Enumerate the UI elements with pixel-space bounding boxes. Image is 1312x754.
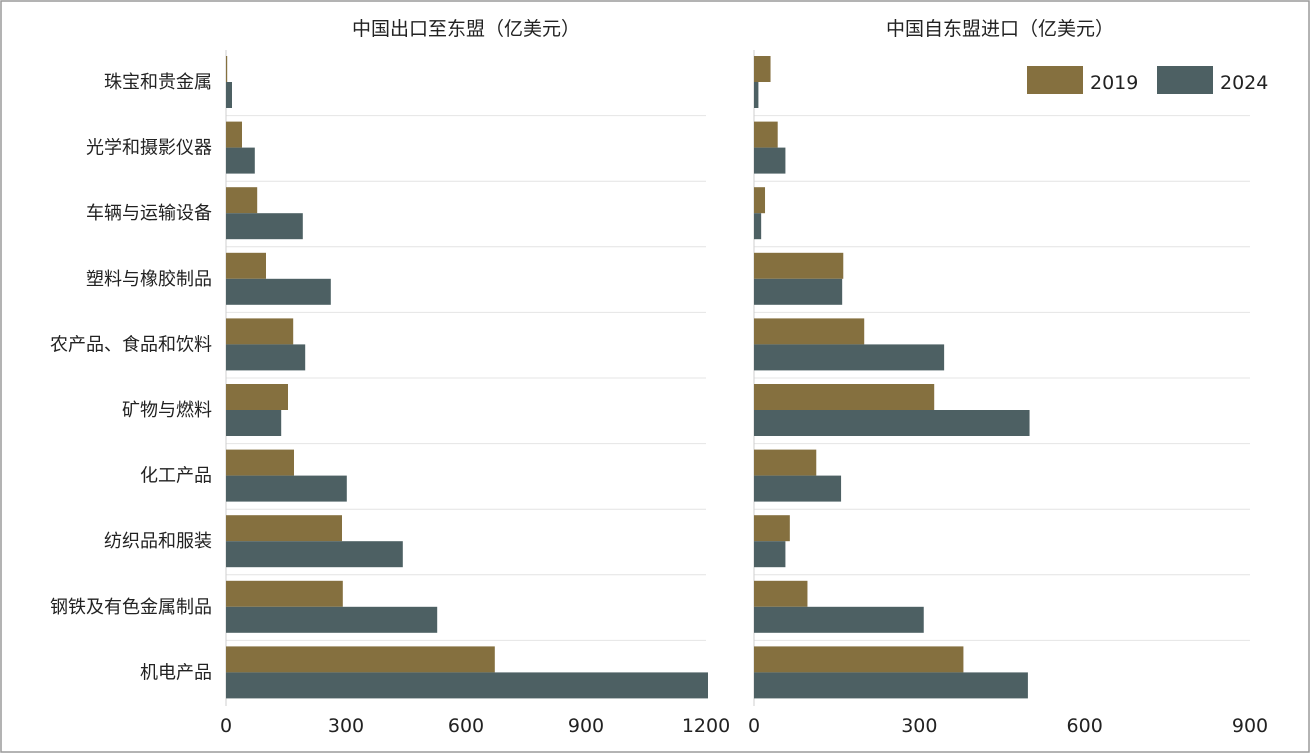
right-bar-2019: [754, 646, 964, 673]
category-label: 机电产品: [140, 662, 212, 683]
left-bar-2019: [226, 121, 242, 148]
left-bar-2024: [226, 541, 403, 568]
right-bar-2024: [754, 410, 1030, 436]
left-bar-2024: [226, 147, 255, 174]
category-label: 矿物与燃料: [122, 400, 212, 421]
right-bar-2019: [754, 318, 865, 345]
left-bar-2019: [226, 580, 343, 607]
left-bar-2019: [226, 187, 258, 214]
category-label: 农产品、食品和饮料: [50, 334, 212, 355]
right-bar-2024: [754, 147, 786, 174]
left-bar-2019: [226, 252, 266, 279]
category-label: 珠宝和贵金属: [104, 72, 212, 93]
right-chart-panel: 0 300 600 900: [748, 50, 1268, 737]
left-bar-2019: [226, 318, 294, 345]
left-bar-2024: [226, 606, 438, 633]
left-x-tick-label: 600: [448, 715, 484, 737]
left-x-tick-label: 1200: [682, 715, 730, 737]
left-bar-2019: [226, 56, 228, 82]
right-bar-2019: [754, 449, 817, 476]
left-bar-2019: [226, 646, 495, 673]
left-bar-2024: [226, 278, 331, 305]
right-bar-2024: [754, 672, 1028, 699]
right-x-tick-label: 300: [901, 715, 937, 737]
right-bar-2019: [754, 187, 766, 214]
right-bar-2024: [754, 82, 759, 108]
left-chart-panel: 珠宝和贵金属光学和摄影仪器车辆与运输设备塑料与橡胶制品农产品、食品和饮料矿物与燃…: [50, 50, 730, 737]
category-label: 钢铁及有色金属制品: [50, 597, 212, 618]
right-bar-2024: [754, 344, 945, 371]
legend-swatch-2019: [1027, 66, 1083, 94]
left-x-tick-label: 300: [328, 715, 364, 737]
category-label: 化工产品: [140, 466, 212, 487]
right-bar-2024: [754, 213, 762, 240]
right-x-tick-label: 600: [1067, 715, 1103, 737]
right-bar-2024: [754, 278, 843, 305]
legend-label-2019: 2019: [1090, 72, 1138, 94]
left-chart-title: 中国出口至东盟（亿美元）: [352, 18, 580, 40]
left-bar-2019: [226, 515, 342, 542]
right-bar-2019: [754, 384, 935, 410]
left-bar-2024: [226, 213, 303, 240]
right-bar-2024: [754, 606, 924, 633]
legend-label-2024: 2024: [1220, 72, 1268, 94]
right-bar-2019: [754, 121, 778, 148]
right-x-tick-label: 900: [1232, 715, 1268, 737]
right-x-tick-label: 0: [748, 715, 760, 737]
right-chart-title: 中国自东盟进口（亿美元）: [886, 18, 1114, 40]
right-bar-2019: [754, 252, 844, 279]
legend: 2019 2024: [1027, 66, 1268, 94]
left-bar-2024: [226, 344, 306, 371]
left-x-tick-label: 900: [568, 715, 604, 737]
legend-swatch-2024: [1157, 66, 1213, 94]
category-label: 光学和摄影仪器: [86, 138, 212, 159]
category-label: 车辆与运输设备: [86, 203, 212, 224]
left-bar-2019: [226, 384, 288, 410]
left-bar-2024: [226, 475, 347, 502]
category-label: 塑料与橡胶制品: [86, 269, 212, 290]
right-bar-2019: [754, 580, 808, 607]
right-bar-2019: [754, 515, 790, 542]
left-bar-2019: [226, 449, 294, 476]
left-x-tick-label: 0: [220, 715, 232, 737]
left-bar-2024: [226, 672, 708, 699]
right-bar-2024: [754, 475, 842, 502]
left-bar-2024: [226, 410, 282, 436]
left-bar-2024: [226, 82, 232, 108]
category-label: 纺织品和服装: [104, 531, 212, 552]
right-bar-2019: [754, 56, 771, 82]
right-bar-2024: [754, 541, 786, 568]
